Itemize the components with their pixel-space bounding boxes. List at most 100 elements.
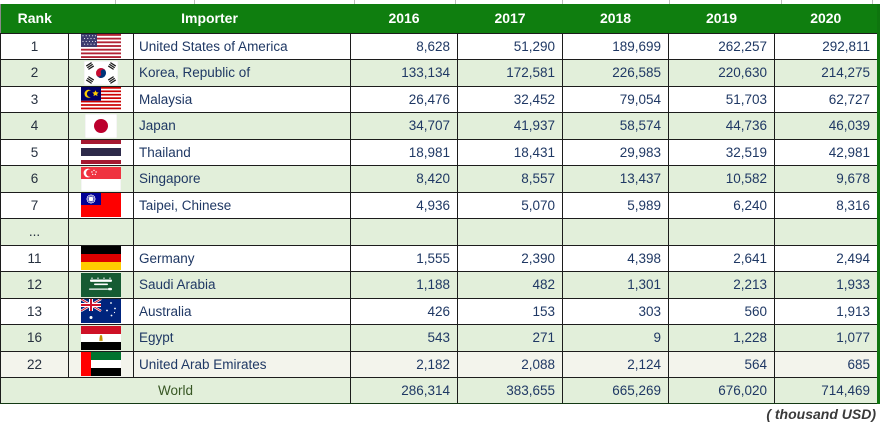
- value-cell[interactable]: 564: [668, 350, 776, 378]
- country-name-cell[interactable]: Thailand: [132, 138, 352, 166]
- value-cell[interactable]: 79,054: [562, 85, 670, 113]
- rank-cell[interactable]: 5: [0, 138, 69, 166]
- value-cell[interactable]: 2,124: [562, 350, 670, 378]
- value-cell[interactable]: 26,476: [350, 85, 459, 113]
- value-cell[interactable]: 153: [457, 297, 564, 325]
- value-cell[interactable]: 1,228: [668, 324, 776, 352]
- world-value-2019[interactable]: 676,020: [668, 377, 776, 404]
- country-name-cell[interactable]: Singapore: [132, 165, 352, 193]
- rank-cell[interactable]: 16: [0, 324, 69, 352]
- country-name-cell[interactable]: Australia: [132, 297, 352, 325]
- value-cell[interactable]: 189,699: [562, 32, 670, 60]
- rank-cell[interactable]: 12: [0, 271, 69, 299]
- value-cell[interactable]: 9,678: [774, 165, 880, 193]
- world-value-2017[interactable]: 383,655: [457, 377, 564, 404]
- value-cell[interactable]: 51,290: [457, 32, 564, 60]
- value-cell[interactable]: 2,641: [668, 244, 776, 272]
- country-name-cell[interactable]: Taipei, Chinese: [132, 191, 352, 219]
- country-name-cell[interactable]: United Arab Emirates: [132, 350, 352, 378]
- value-cell[interactable]: 2,390: [457, 244, 564, 272]
- country-name-cell[interactable]: United States of America: [132, 32, 352, 60]
- value-cell[interactable]: 2,088: [457, 350, 564, 378]
- country-name-cell[interactable]: [132, 218, 352, 246]
- value-cell[interactable]: 226,585: [562, 59, 670, 87]
- value-cell[interactable]: 8,316: [774, 191, 880, 219]
- value-cell[interactable]: 172,581: [457, 59, 564, 87]
- value-cell[interactable]: 10,582: [668, 165, 776, 193]
- country-name-cell[interactable]: Egypt: [132, 324, 352, 352]
- value-cell[interactable]: 29,983: [562, 138, 670, 166]
- value-cell[interactable]: 4,398: [562, 244, 670, 272]
- value-cell[interactable]: 2,213: [668, 271, 776, 299]
- value-cell[interactable]: 1,933: [774, 271, 880, 299]
- value-cell[interactable]: 1,077: [774, 324, 880, 352]
- value-cell[interactable]: 13,437: [562, 165, 670, 193]
- header-importer[interactable]: Importer: [68, 4, 351, 33]
- country-name-cell[interactable]: Japan: [132, 112, 352, 140]
- value-cell[interactable]: 1,913: [774, 297, 880, 325]
- rank-cell[interactable]: 7: [0, 191, 69, 219]
- value-cell[interactable]: 18,981: [350, 138, 459, 166]
- value-cell[interactable]: 560: [668, 297, 776, 325]
- value-cell[interactable]: 32,452: [457, 85, 564, 113]
- rank-cell[interactable]: 3: [0, 85, 69, 113]
- value-cell[interactable]: 292,811: [774, 32, 880, 60]
- value-cell[interactable]: 543: [350, 324, 459, 352]
- value-cell[interactable]: 34,707: [350, 112, 459, 140]
- rank-cell[interactable]: 4: [0, 112, 69, 140]
- header-year-2016[interactable]: 2016: [350, 4, 458, 33]
- value-cell[interactable]: 5,070: [457, 191, 564, 219]
- value-cell[interactable]: 426: [350, 297, 459, 325]
- value-cell[interactable]: 18,431: [457, 138, 564, 166]
- value-cell[interactable]: 133,134: [350, 59, 459, 87]
- value-cell[interactable]: 6,240: [668, 191, 776, 219]
- rank-cell[interactable]: 2: [0, 59, 69, 87]
- value-cell[interactable]: 1,555: [350, 244, 459, 272]
- value-cell[interactable]: 8,628: [350, 32, 459, 60]
- rank-cell[interactable]: 11: [0, 244, 69, 272]
- country-name-cell[interactable]: Malaysia: [132, 85, 352, 113]
- value-cell[interactable]: 2,182: [350, 350, 459, 378]
- value-cell[interactable]: 46,039: [774, 112, 880, 140]
- value-cell[interactable]: 9: [562, 324, 670, 352]
- header-year-2019[interactable]: 2019: [668, 4, 775, 33]
- value-cell[interactable]: 5,989: [562, 191, 670, 219]
- rank-cell[interactable]: 1: [0, 32, 69, 60]
- rank-cell[interactable]: 13: [0, 297, 69, 325]
- header-rank[interactable]: Rank: [0, 4, 69, 33]
- country-name-cell[interactable]: Saudi Arabia: [132, 271, 352, 299]
- header-year-2018[interactable]: 2018: [562, 4, 669, 33]
- value-cell[interactable]: 51,703: [668, 85, 776, 113]
- value-cell[interactable]: 271: [457, 324, 564, 352]
- world-value-2018[interactable]: 665,269: [562, 377, 670, 404]
- value-cell[interactable]: 220,630: [668, 59, 776, 87]
- value-cell[interactable]: 41,937: [457, 112, 564, 140]
- header-year-2020[interactable]: 2020: [774, 4, 879, 33]
- value-cell[interactable]: 42,981: [774, 138, 880, 166]
- value-cell[interactable]: 8,420: [350, 165, 459, 193]
- value-cell[interactable]: 482: [457, 271, 564, 299]
- country-name-cell[interactable]: Germany: [132, 244, 352, 272]
- value-cell[interactable]: 262,257: [668, 32, 776, 60]
- value-cell[interactable]: [562, 218, 670, 246]
- world-value-2016[interactable]: 286,314: [350, 377, 459, 404]
- value-cell[interactable]: 214,275: [774, 59, 880, 87]
- value-cell[interactable]: [457, 218, 564, 246]
- value-cell[interactable]: 1,188: [350, 271, 459, 299]
- value-cell[interactable]: 8,557: [457, 165, 564, 193]
- rank-cell[interactable]: 22: [0, 350, 69, 378]
- rank-cell[interactable]: ...: [0, 218, 69, 246]
- value-cell[interactable]: 44,736: [668, 112, 776, 140]
- value-cell[interactable]: 303: [562, 297, 670, 325]
- value-cell[interactable]: [774, 218, 880, 246]
- value-cell[interactable]: 62,727: [774, 85, 880, 113]
- value-cell[interactable]: [668, 218, 776, 246]
- header-year-2017[interactable]: 2017: [457, 4, 563, 33]
- world-label[interactable]: World: [0, 377, 352, 404]
- value-cell[interactable]: 2,494: [774, 244, 880, 272]
- value-cell[interactable]: 685: [774, 350, 880, 378]
- rank-cell[interactable]: 6: [0, 165, 69, 193]
- value-cell[interactable]: 32,519: [668, 138, 776, 166]
- value-cell[interactable]: [350, 218, 459, 246]
- value-cell[interactable]: 1,301: [562, 271, 670, 299]
